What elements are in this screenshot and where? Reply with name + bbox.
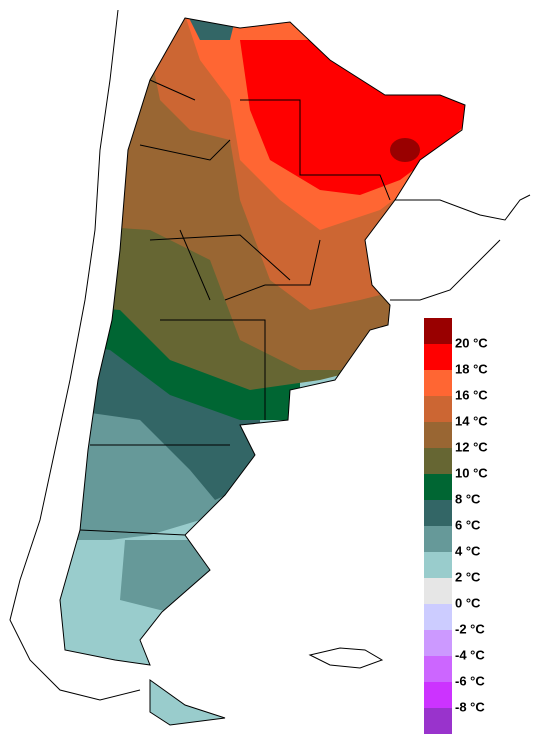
legend-label: 16 °C xyxy=(455,387,488,402)
province-borders xyxy=(79,79,391,536)
legend-swatch xyxy=(424,448,452,474)
falkland-islands xyxy=(308,647,384,669)
legend-swatch xyxy=(424,474,452,500)
legend-label: 0 °C xyxy=(455,595,481,610)
legend-swatch xyxy=(424,318,452,344)
legend-label: 4 °C xyxy=(455,543,481,558)
legend-swatch xyxy=(424,682,452,708)
legend-swatch xyxy=(424,604,452,630)
legend-label: 6 °C xyxy=(455,517,481,532)
legend-label: 8 °C xyxy=(455,491,481,506)
legend-swatch xyxy=(424,526,452,552)
legend-label: 18 °C xyxy=(455,361,488,376)
legend: 20 °C 18 °C 16 °C 14 °C 12 °C 10 °C 8 °C 6 °C 4 … xyxy=(424,318,488,734)
legend-swatch xyxy=(424,422,452,448)
legend-swatch xyxy=(424,500,452,526)
legend-swatch xyxy=(424,370,452,396)
legend-label: 10 °C xyxy=(455,465,488,480)
legend-swatch xyxy=(424,656,452,682)
chile-coast xyxy=(9,9,141,701)
legend-swatch xyxy=(424,552,452,578)
legend-label: 14 °C xyxy=(455,413,488,428)
legend-swatch xyxy=(424,344,452,370)
legend-label: 2 °C xyxy=(455,569,481,584)
legend-label: 20 °C xyxy=(455,335,488,350)
legend-swatch xyxy=(424,630,452,656)
legend-label: -6 °C xyxy=(455,673,485,688)
legend-swatch xyxy=(424,396,452,422)
legend-label: -8 °C xyxy=(455,699,485,714)
legend-label: -2 °C xyxy=(455,621,485,636)
uruguay-coast xyxy=(390,194,531,301)
legend-swatch xyxy=(424,578,452,604)
country-outline xyxy=(59,17,466,726)
legend-label: 12 °C xyxy=(455,439,488,454)
legend-swatch xyxy=(424,708,452,734)
legend-label: -4 °C xyxy=(455,647,485,662)
